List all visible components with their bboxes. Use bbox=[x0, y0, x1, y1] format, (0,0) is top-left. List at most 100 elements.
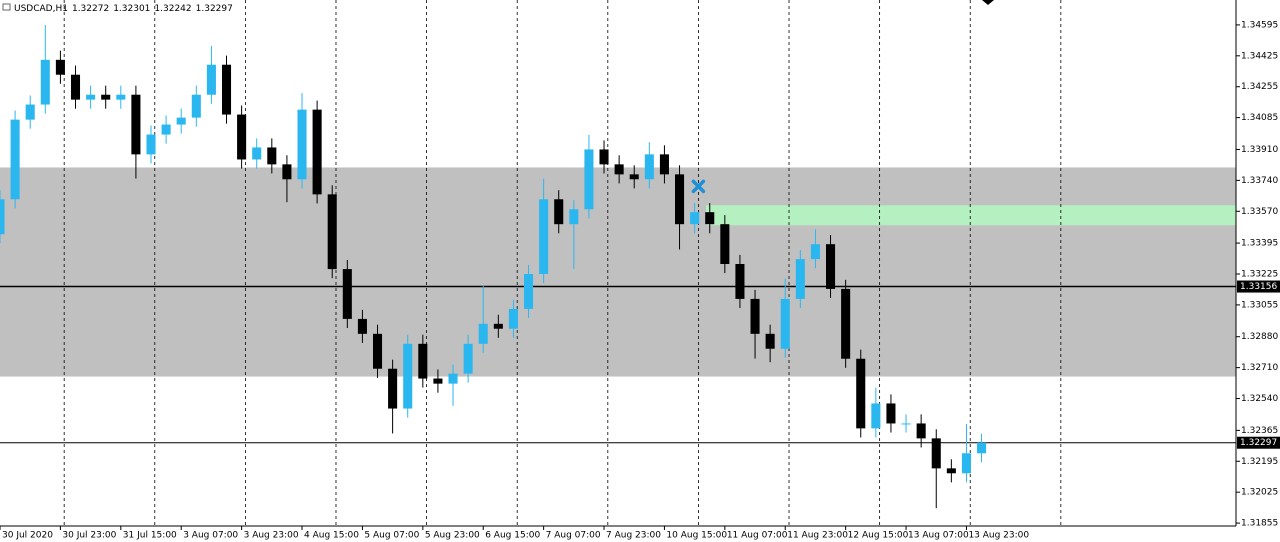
y-tick-label: 1.32195 bbox=[1241, 457, 1278, 467]
y-tick-label: 1.32880 bbox=[1241, 332, 1278, 342]
ohlc-high: 1.32301 bbox=[113, 4, 150, 14]
candle-body bbox=[176, 117, 186, 125]
y-tick-label: 1.33570 bbox=[1241, 207, 1278, 217]
candle-body bbox=[131, 94, 141, 155]
x-tick-label: 6 Aug 15:00 bbox=[485, 531, 540, 541]
y-tick-label: 1.32710 bbox=[1241, 363, 1278, 373]
x-tick-label: 4 Aug 15:00 bbox=[304, 531, 359, 541]
symbol: USDCAD,H1 bbox=[14, 4, 68, 14]
y-tick-label: 1.34255 bbox=[1241, 82, 1278, 92]
candle-body bbox=[690, 212, 700, 225]
candle-body bbox=[448, 373, 458, 384]
x-tick-label: 3 Aug 07:00 bbox=[183, 531, 238, 541]
x-tick-label: 3 Aug 23:00 bbox=[244, 531, 299, 541]
candle-body bbox=[554, 199, 564, 225]
candle-body bbox=[569, 209, 579, 225]
candle-body bbox=[237, 114, 247, 160]
y-tick-label: 1.34085 bbox=[1241, 113, 1278, 123]
x-tick-label: 11 Aug 23:00 bbox=[787, 531, 848, 541]
candle-body bbox=[86, 94, 96, 100]
candle-body bbox=[372, 333, 383, 369]
candle-body bbox=[40, 59, 50, 105]
candle-body bbox=[161, 124, 171, 135]
y-tick-label: 1.34425 bbox=[1241, 51, 1278, 61]
candle-body bbox=[795, 259, 805, 299]
candle-body bbox=[493, 323, 503, 329]
candle-body bbox=[221, 64, 232, 115]
candle-body bbox=[961, 453, 971, 474]
candle-body bbox=[946, 468, 956, 474]
candle-body bbox=[901, 423, 911, 425]
candle-body bbox=[508, 308, 518, 329]
candle-body bbox=[931, 438, 941, 469]
annotation-cross bbox=[691, 179, 706, 194]
y-tick-label: 1.32540 bbox=[1241, 394, 1278, 404]
ohlc-low: 1.32242 bbox=[154, 4, 191, 14]
candle-body bbox=[916, 423, 926, 439]
y-tick-label: 1.32025 bbox=[1241, 488, 1278, 498]
candle-body bbox=[705, 212, 715, 225]
x-tick-label: 12 Aug 15:00 bbox=[848, 531, 909, 541]
candle-body bbox=[312, 109, 322, 195]
candle-body bbox=[478, 323, 488, 344]
x-tick-label: 7 Aug 23:00 bbox=[606, 531, 661, 541]
candle-body bbox=[750, 298, 760, 334]
price-tag bbox=[1237, 436, 1280, 449]
y-tick-label: 1.31855 bbox=[1241, 519, 1278, 529]
x-tick-label: 10 Aug 15:00 bbox=[666, 531, 727, 541]
candle-body bbox=[765, 333, 775, 349]
price-tag bbox=[1237, 280, 1280, 293]
candle-body bbox=[614, 164, 624, 175]
candle-body bbox=[357, 318, 367, 334]
x-tick-label: 5 Aug 23:00 bbox=[425, 531, 480, 541]
ohlc-close: 1.32297 bbox=[196, 4, 233, 14]
candle-body bbox=[523, 274, 534, 309]
candle-body bbox=[267, 147, 277, 165]
y-tick-label: 1.33395 bbox=[1241, 239, 1278, 249]
candle-body bbox=[675, 174, 685, 225]
candle-body bbox=[327, 194, 337, 270]
candle-body bbox=[146, 134, 156, 155]
x-tick-label: 30 Jul 23:00 bbox=[62, 531, 116, 541]
candle-body bbox=[629, 174, 639, 180]
candle-body bbox=[780, 298, 790, 349]
candle-body bbox=[25, 104, 35, 120]
candle-body bbox=[720, 224, 730, 264]
x-tick-label: 13 Aug 07:00 bbox=[908, 531, 969, 541]
x-tick-label: 13 Aug 23:00 bbox=[968, 531, 1029, 541]
candle-body bbox=[539, 199, 549, 274]
candle-body bbox=[0, 199, 5, 235]
zone bbox=[0, 167, 1236, 377]
candle-body bbox=[810, 244, 820, 260]
candle-body bbox=[856, 358, 866, 429]
candle-body bbox=[977, 442, 987, 454]
candle-body bbox=[871, 403, 881, 429]
y-tick-label: 1.32365 bbox=[1241, 426, 1278, 436]
candle-body bbox=[584, 149, 594, 210]
candle-body bbox=[252, 147, 262, 160]
x-tick-label: 11 Aug 07:00 bbox=[727, 531, 788, 541]
x-tick-label: 5 Aug 07:00 bbox=[364, 531, 419, 541]
symbol-icon bbox=[2, 3, 11, 11]
candle-body bbox=[463, 343, 473, 374]
candle-body bbox=[10, 119, 20, 200]
price-tag-label: 1.32297 bbox=[1240, 438, 1277, 448]
y-tick-label: 1.33225 bbox=[1241, 270, 1278, 280]
shift-marker bbox=[982, 0, 994, 5]
chart-header: USDCAD,H1 1.32272 1.32301 1.32242 1.32297 bbox=[14, 4, 233, 14]
plot bbox=[0, 0, 1236, 526]
candle-body bbox=[403, 343, 413, 409]
candle-body bbox=[841, 288, 851, 359]
candle-body bbox=[282, 164, 292, 180]
candle-body bbox=[433, 378, 443, 384]
x-tick-label: 31 Jul 15:00 bbox=[123, 531, 177, 541]
candle-body bbox=[116, 94, 126, 100]
y-tick-label: 1.33055 bbox=[1241, 300, 1278, 310]
candle-body bbox=[70, 74, 81, 100]
ohlc-open: 1.32272 bbox=[72, 4, 109, 14]
candle-body bbox=[418, 343, 428, 379]
candle-body bbox=[206, 64, 216, 95]
candle-body bbox=[644, 154, 654, 180]
candle-body bbox=[388, 368, 398, 409]
candle-body bbox=[599, 149, 609, 165]
